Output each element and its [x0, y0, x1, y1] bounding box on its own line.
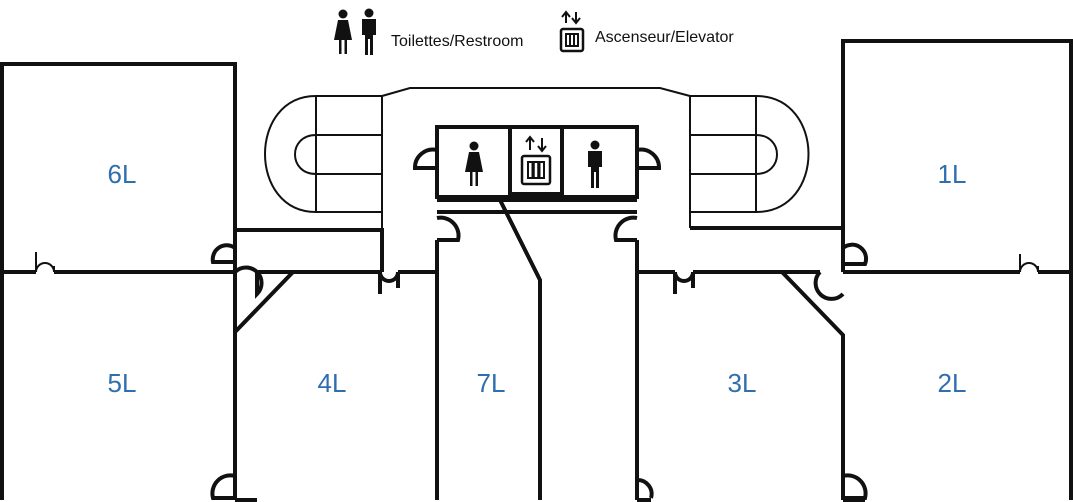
room-6l-label[interactable]: 6L	[108, 159, 137, 189]
doors	[35, 147, 1039, 500]
room-5l-label[interactable]: 5L	[108, 368, 137, 398]
escalator-right	[381, 95, 810, 230]
legend: Toilettes/Restroom Ascenseur/Elevator	[334, 8, 734, 55]
women-restroom-icon	[465, 141, 483, 186]
escalator-left	[264, 87, 691, 213]
room-3l-label[interactable]: 3L	[728, 368, 757, 398]
room-1l-label[interactable]: 1L	[938, 159, 967, 189]
walls	[0, 39, 1073, 502]
room-7l-label[interactable]: 7L	[477, 368, 506, 398]
men-restroom-icon	[588, 140, 602, 188]
legend-elevator-label: Ascenseur/Elevator	[595, 29, 734, 46]
men-restroom-icon	[362, 8, 376, 55]
room-4l-label[interactable]: 4L	[318, 368, 347, 398]
elevator-icon	[520, 135, 552, 186]
women-restroom-icon	[334, 9, 352, 54]
legend-restroom-label: Toilettes/Restroom	[391, 33, 524, 50]
room-2l-label[interactable]: 2L	[938, 368, 967, 398]
elevator-icon	[559, 10, 585, 53]
